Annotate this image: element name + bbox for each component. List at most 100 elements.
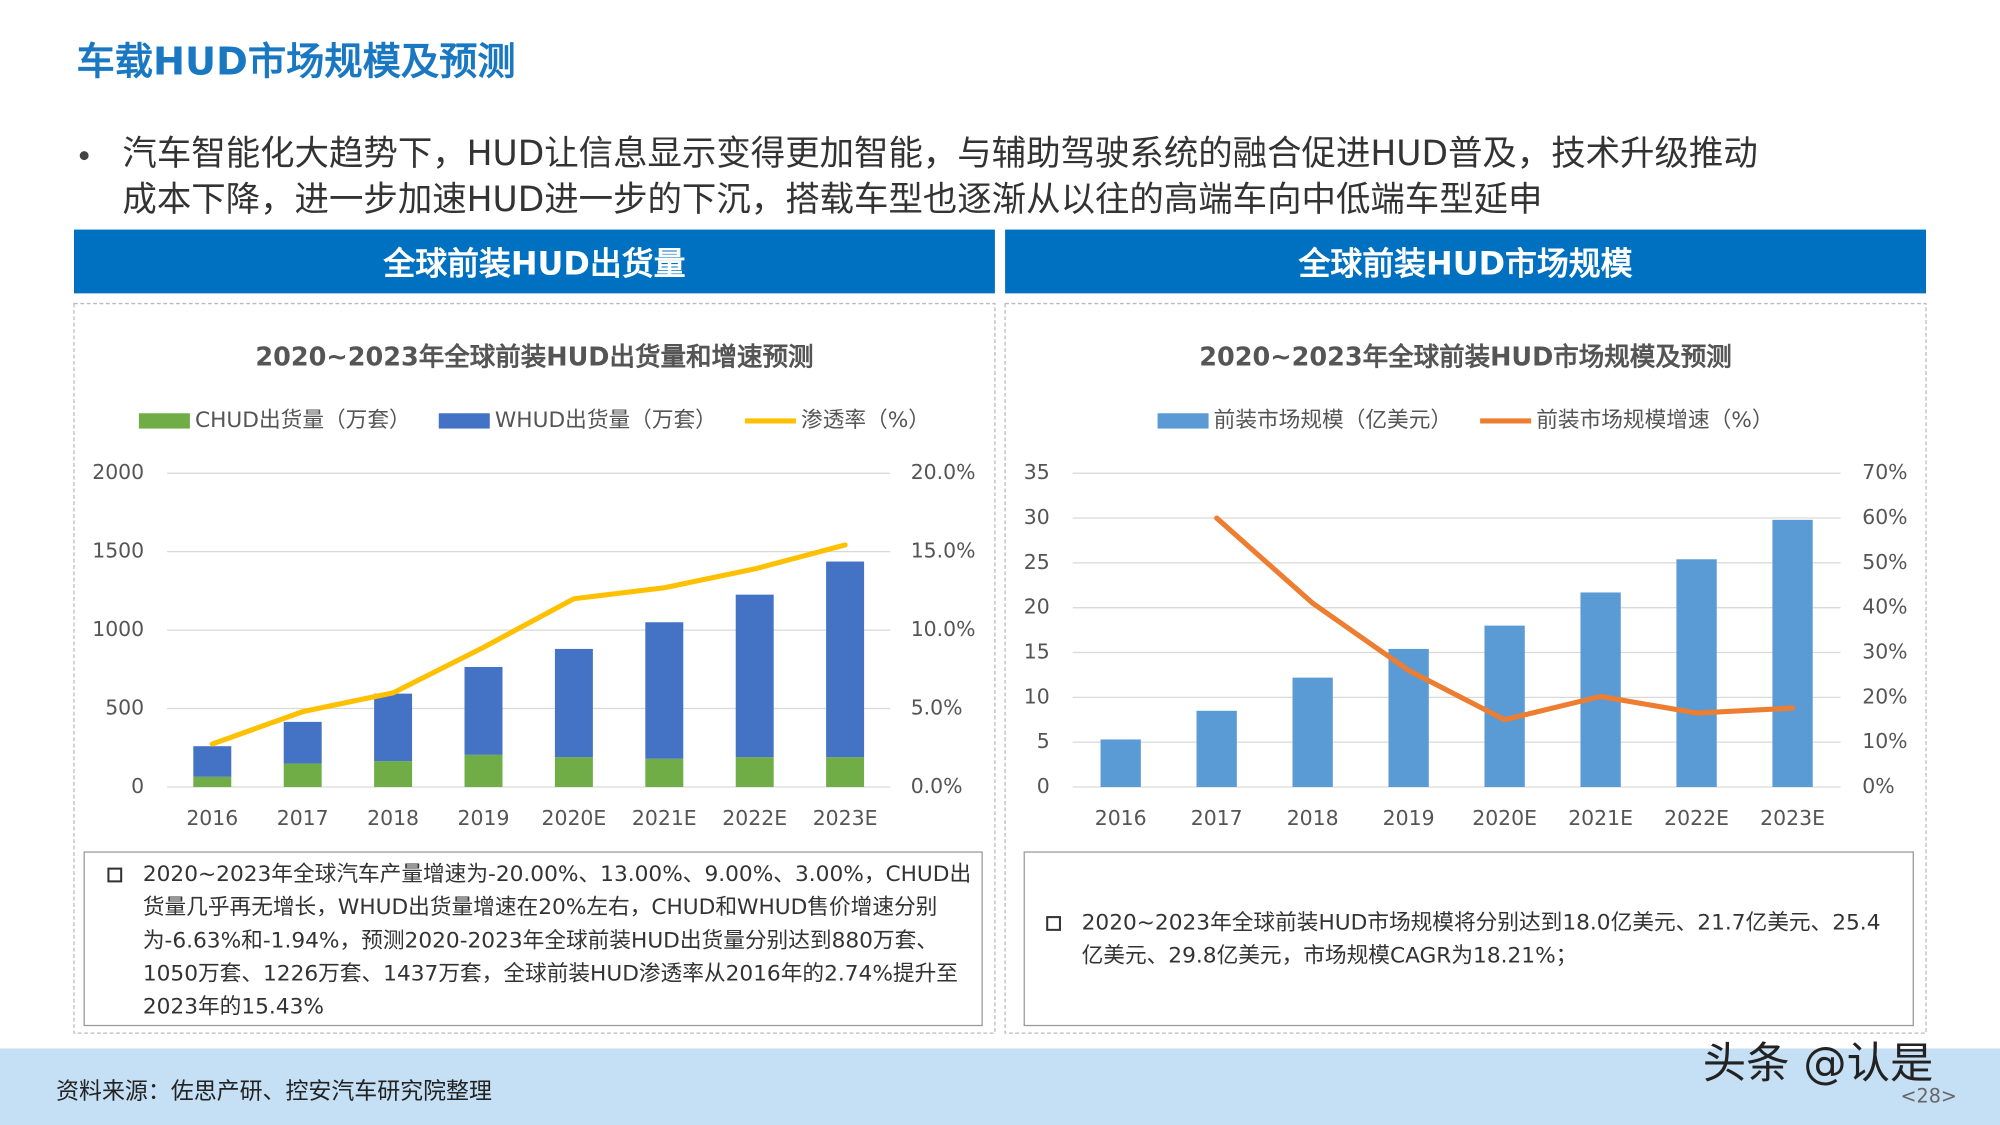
line (1214, 515, 1796, 723)
y-tick-label: 10 (1024, 684, 1050, 708)
x-tick-label: 2017 (1191, 806, 1243, 830)
x-tick-label: 2019 (1383, 806, 1435, 830)
source: 资料来源：佐思产研、控安汽车研究院整理 (56, 1078, 492, 1104)
chart-title: 2020~2023年全球前装HUD市场规模及预测 (1199, 342, 1732, 372)
note-text: 2023年的15.43% (143, 995, 324, 1020)
y2-tick-label: 10.0% (911, 617, 976, 641)
x-tick-label: 2017 (277, 806, 329, 830)
panel-title: 全球前装HUD市场规模 (1298, 244, 1633, 282)
bar (645, 622, 684, 759)
watermark: 头条 @认是 (1703, 1039, 1934, 1089)
legend-swatch (1157, 413, 1209, 429)
bar (374, 761, 413, 787)
panel-header (73, 229, 995, 294)
bar (826, 757, 865, 787)
note-text: 亿美元、29.8亿美元，市场规模CAGR为18.21%； (1082, 944, 1578, 969)
y2-tick-label: 50% (1862, 550, 1907, 574)
panel-title: 全球前装HUD出货量 (382, 244, 685, 282)
y-tick-label: 1500 (92, 539, 144, 563)
y-tick-label: 15 (1024, 640, 1050, 664)
legend-label: 渗透率（%） (801, 408, 930, 433)
y2-tick-label: 15.0% (911, 539, 976, 563)
panel-frame (1004, 302, 1927, 1034)
y-tick-label: 2000 (92, 460, 144, 484)
bullet-text: 成本下降，进一步加速HUD进一步的下沉，搭载车型也逐渐从以往的高端车向中低端车型… (122, 180, 1542, 220)
bar (1580, 592, 1621, 787)
y-tick-label: 0 (1037, 774, 1050, 798)
note-text: 1050万套、1226万套、1437万套，全球前装HUD渗透率从2016年的2.… (143, 961, 958, 986)
line (209, 542, 848, 747)
note-marker (107, 867, 123, 883)
note-box (1023, 851, 1914, 1027)
note-marker (1046, 916, 1061, 931)
x-tick-label: 2020E (1472, 806, 1537, 830)
note-box (83, 851, 983, 1027)
bar (1292, 677, 1333, 787)
panel-header (1005, 229, 1927, 294)
note-text: 为-6.63%和-1.94%，预测2020-2023年全球前装HUD出货量分别达… (143, 928, 938, 953)
bar (554, 648, 593, 758)
x-tick-label: 2019 (458, 806, 510, 830)
y-tick-label: 25 (1024, 550, 1050, 574)
slide-title: 车载HUD市场规模及预测 (77, 39, 516, 84)
note-text: 2020~2023年全球前装HUD市场规模将分别达到18.0亿美元、21.7亿美… (1082, 910, 1881, 935)
y2-tick-label: 5.0% (911, 696, 963, 720)
bar (1772, 519, 1813, 787)
bar (554, 757, 593, 787)
y-tick-label: 500 (105, 696, 144, 720)
x-tick-label: 2018 (367, 806, 419, 830)
y-tick-label: 30 (1024, 505, 1050, 529)
y2-tick-label: 10% (1862, 729, 1907, 753)
y2-tick-label: 20% (1862, 684, 1907, 708)
y2-tick-label: 20.0% (911, 460, 976, 484)
y-tick-label: 1000 (92, 617, 144, 641)
legend-swatch (138, 413, 190, 429)
bar (1100, 739, 1141, 787)
bullet-text: 汽车智能化大趋势下，HUD让信息显示变得更加智能，与辅助驾驶系统的融合促进HUD… (122, 134, 1757, 174)
y-tick-label: 35 (1024, 460, 1050, 484)
x-tick-label: 2016 (1095, 806, 1147, 830)
bar (374, 693, 413, 762)
panel-frame (73, 302, 996, 1034)
bar (1484, 625, 1525, 787)
y2-tick-label: 60% (1862, 505, 1907, 529)
y-tick-label: 5 (1037, 729, 1050, 753)
bar (464, 666, 503, 755)
y-tick-label: 20 (1024, 595, 1050, 619)
page-number: <28> (1901, 1084, 1957, 1107)
bar (645, 758, 684, 787)
chart-title: 2020~2023年全球前装HUD出货量和增速预测 (255, 342, 813, 372)
x-tick-label: 2023E (813, 806, 878, 830)
x-tick-label: 2016 (186, 806, 238, 830)
bullet-dot (79, 151, 89, 161)
legend-swatch (438, 413, 490, 429)
bar (735, 594, 774, 758)
bar (1676, 559, 1717, 787)
y2-tick-label: 0.0% (911, 774, 963, 798)
bar (826, 561, 865, 758)
note-text: 2020~2023年全球汽车产量增速为-20.00%、13.00%、9.00%、… (143, 862, 971, 887)
note-text: 货量几乎再无增长，WHUD出货量增速在20%左右，CHUD和WHUD售价增速分别 (143, 895, 938, 920)
bar (283, 763, 322, 787)
legend-label: 前装市场规模增速（%） (1536, 408, 1773, 433)
footer-band (0, 1048, 2000, 1125)
legend-label: CHUD出货量（万套） (195, 408, 411, 433)
x-tick-label: 2020E (542, 806, 607, 830)
bar (193, 776, 232, 787)
x-tick-label: 2022E (722, 806, 787, 830)
y2-tick-label: 70% (1862, 460, 1907, 484)
bar (193, 746, 232, 777)
bar (464, 754, 503, 787)
x-tick-label: 2022E (1664, 806, 1729, 830)
bar (283, 721, 322, 764)
y2-tick-label: 40% (1862, 595, 1907, 619)
x-tick-label: 2021E (632, 806, 697, 830)
legend-label: WHUD出货量（万套） (495, 408, 717, 433)
x-tick-label: 2021E (1568, 806, 1633, 830)
y2-tick-label: 30% (1862, 640, 1907, 664)
bar (735, 757, 774, 787)
y-tick-label: 0 (131, 774, 144, 798)
x-tick-label: 2018 (1287, 806, 1339, 830)
y2-tick-label: 0% (1862, 774, 1894, 798)
